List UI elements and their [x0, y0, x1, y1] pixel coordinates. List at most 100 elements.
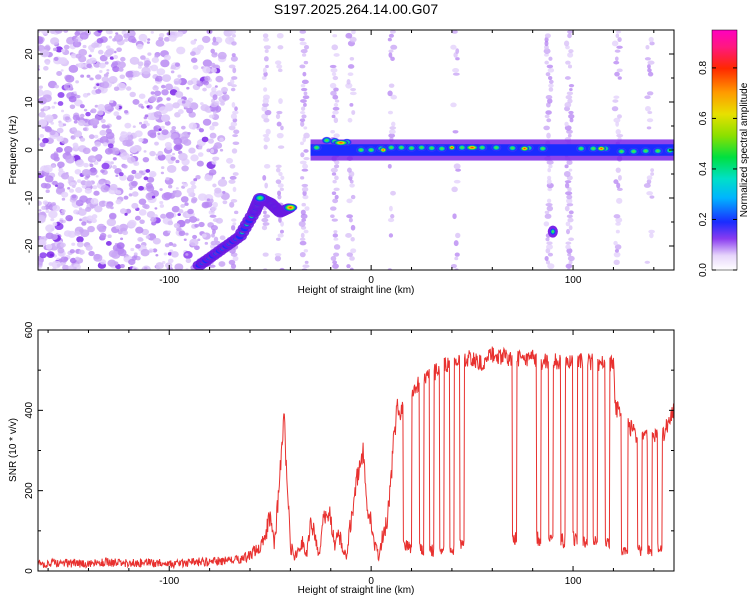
noise-speckle — [76, 179, 82, 183]
noise-speckle — [143, 150, 147, 153]
interference-streak — [229, 175, 237, 180]
noise-speckle — [141, 66, 151, 75]
interference-streak — [616, 133, 624, 138]
interference-streak — [262, 94, 270, 100]
noise-speckle — [142, 156, 150, 163]
noise-speckle — [150, 217, 157, 223]
noise-speckle — [170, 70, 175, 74]
noise-speckle — [100, 169, 105, 174]
colorbar-tick-label: 0.8 — [698, 61, 709, 75]
interference-streak — [230, 84, 237, 88]
noise-speckle — [180, 203, 186, 208]
interference-streak — [451, 30, 458, 34]
noise-speckle — [146, 41, 150, 44]
noise-speckle — [97, 103, 106, 111]
noise-speckle — [38, 88, 44, 97]
interference-streak — [567, 98, 573, 104]
noise-speckle — [163, 36, 170, 42]
noise-speckle — [53, 101, 57, 105]
noise-speckle — [85, 244, 93, 251]
noise-speckle — [157, 154, 166, 161]
noise-speckle — [115, 174, 119, 178]
interference-streak — [564, 205, 570, 212]
interference-streak — [616, 45, 623, 49]
interference-streak — [280, 221, 284, 227]
interference-streak — [330, 255, 337, 261]
interference-streak — [210, 245, 215, 249]
interference-streak — [264, 49, 269, 53]
noise-speckle — [92, 185, 98, 190]
interference-streak — [299, 41, 307, 46]
interference-streak — [330, 214, 335, 219]
noise-speckle — [67, 230, 77, 238]
interference-streak — [567, 33, 572, 39]
noise-speckle — [191, 184, 197, 190]
interference-streak — [300, 152, 305, 158]
noise-speckle — [173, 78, 182, 85]
noise-speckle — [98, 179, 105, 185]
interference-streak — [300, 87, 308, 92]
interference-streak — [614, 71, 620, 77]
noise-speckle — [202, 66, 211, 74]
interference-streak — [388, 83, 395, 88]
noise-speckle — [147, 52, 152, 56]
noise-speckle — [100, 118, 106, 124]
noise-speckle — [75, 53, 82, 59]
interference-streak — [455, 232, 461, 239]
interference-streak — [333, 230, 338, 234]
noise-speckle — [147, 233, 157, 241]
spectrogram-xtick-label: 100 — [565, 275, 582, 286]
snr-xlabel: Height of straight line (km) — [298, 585, 415, 596]
noise-speckle — [124, 122, 132, 129]
interference-streak — [568, 168, 573, 172]
noise-speckle — [75, 116, 81, 121]
noise-speckle — [132, 98, 140, 105]
noise-speckle — [48, 210, 58, 219]
noise-speckle — [50, 37, 60, 45]
spectrogram-xtick-label: -100 — [159, 275, 179, 286]
noise-speckle — [146, 185, 155, 192]
interference-streak — [389, 205, 393, 212]
interference-streak — [646, 118, 654, 123]
noise-speckle — [75, 187, 83, 194]
interference-streak — [261, 225, 268, 231]
noise-speckle — [67, 187, 71, 190]
noise-speckle — [71, 194, 77, 199]
noise-speckle — [130, 247, 135, 252]
noise-speckle — [202, 79, 210, 86]
interference-streak — [645, 105, 651, 112]
interference-streak — [333, 117, 339, 124]
noise-speckle — [56, 135, 64, 142]
noise-speckle — [42, 94, 52, 103]
noise-speckle — [78, 207, 83, 211]
noise-speckle — [144, 100, 149, 104]
noise-speckle — [138, 121, 143, 125]
noise-speckle — [174, 62, 181, 67]
interference-streak — [390, 214, 395, 219]
interference-streak — [566, 248, 573, 254]
noise-speckle — [115, 190, 122, 195]
interference-streak — [563, 40, 570, 47]
noise-speckle — [61, 209, 66, 213]
interference-streak — [303, 60, 309, 65]
interference-streak — [262, 33, 269, 39]
noise-speckle — [61, 48, 66, 53]
noise-speckle — [171, 205, 180, 213]
carrier-hotspot — [379, 147, 388, 153]
noise-speckle — [143, 39, 147, 43]
interference-streak — [349, 103, 354, 107]
interference-streak — [231, 148, 238, 154]
noise-speckle — [140, 248, 150, 257]
interference-streak — [262, 67, 267, 74]
noise-speckle — [106, 71, 110, 75]
interference-streak — [276, 32, 284, 39]
interference-streak — [331, 218, 338, 222]
noise-speckle — [122, 164, 128, 169]
noise-speckle — [215, 240, 221, 246]
interference-streak — [390, 44, 398, 50]
interference-streak — [211, 86, 217, 93]
noise-speckle — [131, 191, 139, 197]
interference-streak — [333, 244, 341, 250]
noise-speckle — [65, 214, 73, 222]
interference-streak — [211, 41, 219, 46]
